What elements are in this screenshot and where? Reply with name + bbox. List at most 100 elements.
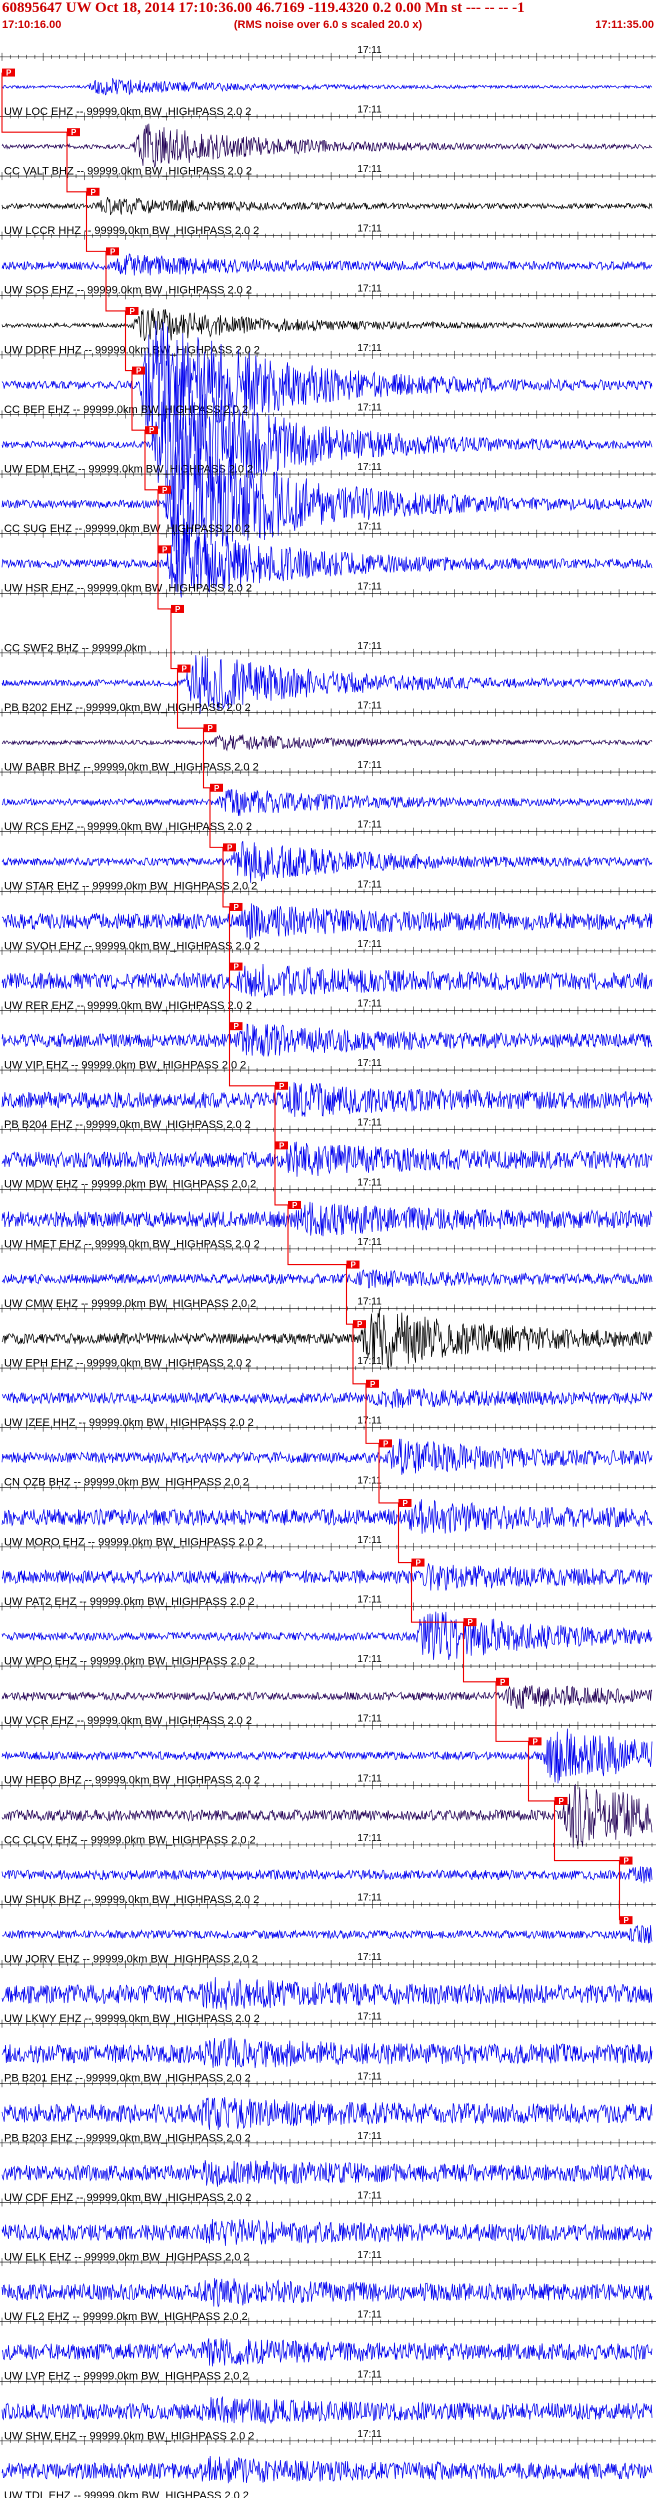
start-time: 17:10:16.00 (2, 19, 62, 31)
minute-label: 17:11 (357, 1833, 382, 1844)
station-label: UW SOS EHZ -- 99999.0km BW_HIGHPASS 2.0 … (4, 285, 252, 297)
pick-marker (288, 1200, 301, 1209)
minute-label: 17:11 (357, 1535, 382, 1546)
station-label: UW JORV EHZ -- 99999.0km BW_HIGHPASS 2.0… (4, 1953, 258, 1965)
pick-label: P (182, 665, 188, 674)
station-label: UW HMET EHZ -- 99999.0km BW_HIGHPASS 2.0… (4, 1238, 260, 1250)
trace-row: 17:11 UW MDW EHZ -- 99999.0km BW_HIGHPASS… (0, 1118, 656, 1191)
station-label: UW LVP EHZ -- 99999.0km BW_HIGHPASS 2.0 … (4, 2371, 249, 2383)
waveform (1, 903, 653, 940)
pick-label: P (500, 1678, 506, 1687)
minute-label: 17:11 (357, 283, 382, 294)
pick-marker (463, 1618, 477, 1627)
minute-label: 17:11 (357, 1773, 382, 1784)
pick-label: P (292, 1201, 298, 1210)
waveform (1, 2160, 653, 2187)
waveform (1, 197, 653, 216)
station-label: CC CLCV EHZ -- 99999.0km BW_HIGHPASS 2.0… (4, 1834, 256, 1846)
pick-marker (145, 426, 158, 435)
waveform (1, 308, 653, 342)
end-time: 17:11:35.00 (595, 19, 654, 31)
pick-label: P (130, 307, 136, 316)
station-label: CC SWF2 BHZ -- 99999.0km (4, 642, 146, 654)
pick-marker (158, 545, 171, 554)
pick-label: P (234, 963, 240, 972)
trace-row: 17:11 UW STAR EHZ -- 99999.0km BW_HIGHPAS… (0, 820, 656, 893)
trace-row: 17:11 UW WPO EHZ -- 99999.0km BW_HIGHPASS… (0, 1594, 656, 1667)
minute-label: 17:11 (357, 1416, 382, 1427)
waveform (1, 320, 653, 451)
waveform (1, 2037, 653, 2069)
waveform (1, 78, 653, 96)
pick-label: P (162, 486, 168, 495)
waveform (1, 377, 653, 518)
pick-label: P (110, 247, 116, 256)
header: 60895647 UW Oct 18, 2014 17:10:36.00 46.… (0, 0, 656, 36)
waveform (1, 1685, 653, 1710)
station-label: UW HSR EHZ -- 99999.0km BW_HIGHPASS 2.0 … (4, 583, 252, 595)
pick-marker (229, 962, 243, 971)
waveform (1, 1924, 653, 1944)
waveform (1, 1783, 653, 1848)
trace-row: 17:11 UW RCS EHZ -- 99999.0km BW_HIGHPASS… (0, 760, 656, 833)
pick-label: P (91, 188, 97, 197)
minute-label: 17:11 (357, 760, 382, 771)
pick-label: P (136, 367, 142, 376)
station-label: UW CMW EHZ -- 99999.0km BW_HIGHPASS 2.0 … (4, 1298, 256, 1310)
station-label: UW STAR EHZ -- 99999.0km BW_HIGHPASS 2.0… (4, 881, 257, 893)
trace-row: 17:11 UW CMW EHZ -- 99999.0km BW_HIGHPASS… (0, 1237, 656, 1310)
trace-row: 17:11 CC SWF2 BHZ -- 99999.0km P (0, 581, 656, 654)
pick-marker (158, 485, 171, 494)
pick-marker (275, 1141, 288, 1150)
waveform (1, 789, 653, 817)
pick-marker (86, 187, 100, 196)
minute-label: 17:11 (357, 462, 382, 473)
station-label: PB B204 EHZ -- 99999.0km BW_HIGHPASS 2.0… (4, 1119, 251, 1131)
station-label: UW LKWY EHZ -- 99999.0km BW_HIGHPASS 2.0… (4, 2013, 260, 2025)
pick-marker (229, 1022, 243, 1031)
station-label: UW PAT2 EHZ -- 99999.0km BW_HIGHPASS 2.0… (4, 1596, 255, 1608)
waveform (1, 1611, 653, 1661)
trace-row: 17:11 UW CDF EHZ -- 99999.0km BW_HIGHPASS… (0, 2131, 656, 2204)
trace-row: 17:11 UW VCR EHZ -- 99999.0km BW_HIGHPASS… (0, 1654, 656, 1727)
minute-label: 17:11 (357, 343, 382, 354)
pick-marker (528, 1737, 542, 1746)
waveform (1, 1866, 653, 1884)
waveform (1, 655, 653, 714)
pick-marker (106, 247, 119, 256)
station-label: UW CDF EHZ -- 99999.0km BW_HIGHPASS 2.0 … (4, 2192, 251, 2204)
waveform (1, 1023, 653, 1057)
minute-label: 17:11 (357, 2190, 382, 2201)
pick-label: P (416, 1559, 422, 1568)
pick-marker (223, 843, 236, 852)
trace-row: 17:11 UW VIP EHZ -- 99999.0km BW_HIGHPASS… (0, 998, 656, 1071)
station-label: UW FL2 EHZ -- 99999.0km BW_HIGHPASS 2.0 … (4, 2311, 248, 2323)
waveform (1, 1269, 653, 1289)
minute-label: 17:11 (357, 820, 382, 831)
minute-label: 17:11 (357, 2131, 382, 2142)
pick-marker (275, 1081, 288, 1090)
trace-row: 17:11 UW TDL EHZ -- 99999.0km BW_HIGHPASS… (0, 2429, 656, 2498)
minute-label: 17:11 (357, 1118, 382, 1129)
pick-label: P (175, 605, 181, 614)
station-label: CN OZB BHZ -- 99999.0km BW_HIGHPASS 2.0 … (4, 1477, 249, 1489)
pick-marker (619, 1856, 633, 1865)
waveform (1, 253, 653, 276)
waveform (1, 2338, 653, 2367)
station-label: UW ELK EHZ -- 99999.0km BW_HIGHPASS 2.0 … (4, 2251, 250, 2263)
minute-label: 17:11 (357, 224, 382, 235)
pick-label: P (279, 1141, 285, 1150)
waveform (1, 2278, 653, 2308)
waveform (1, 963, 653, 998)
waveform (1, 2395, 653, 2425)
minute-label: 17:11 (357, 1356, 382, 1367)
trace-row: 17:11 UW RER EHZ -- 99999.0km BW_HIGHPASS… (0, 939, 656, 1012)
waveform (1, 435, 653, 575)
minute-label: 17:11 (357, 2071, 382, 2082)
waveform (1, 1387, 653, 1409)
pick-marker (554, 1796, 568, 1805)
station-label: CC SUG EHZ -- 99999.0km BW_HIGHPASS 2.0 … (4, 523, 250, 535)
trace-row: 17:11 PB B201 EHZ -- 99999.0km BW_HIGHPAS… (0, 2012, 656, 2085)
station-label: UW SHUK BHZ -- 99999.0km BW_HIGHPASS 2.0… (4, 1894, 259, 1906)
